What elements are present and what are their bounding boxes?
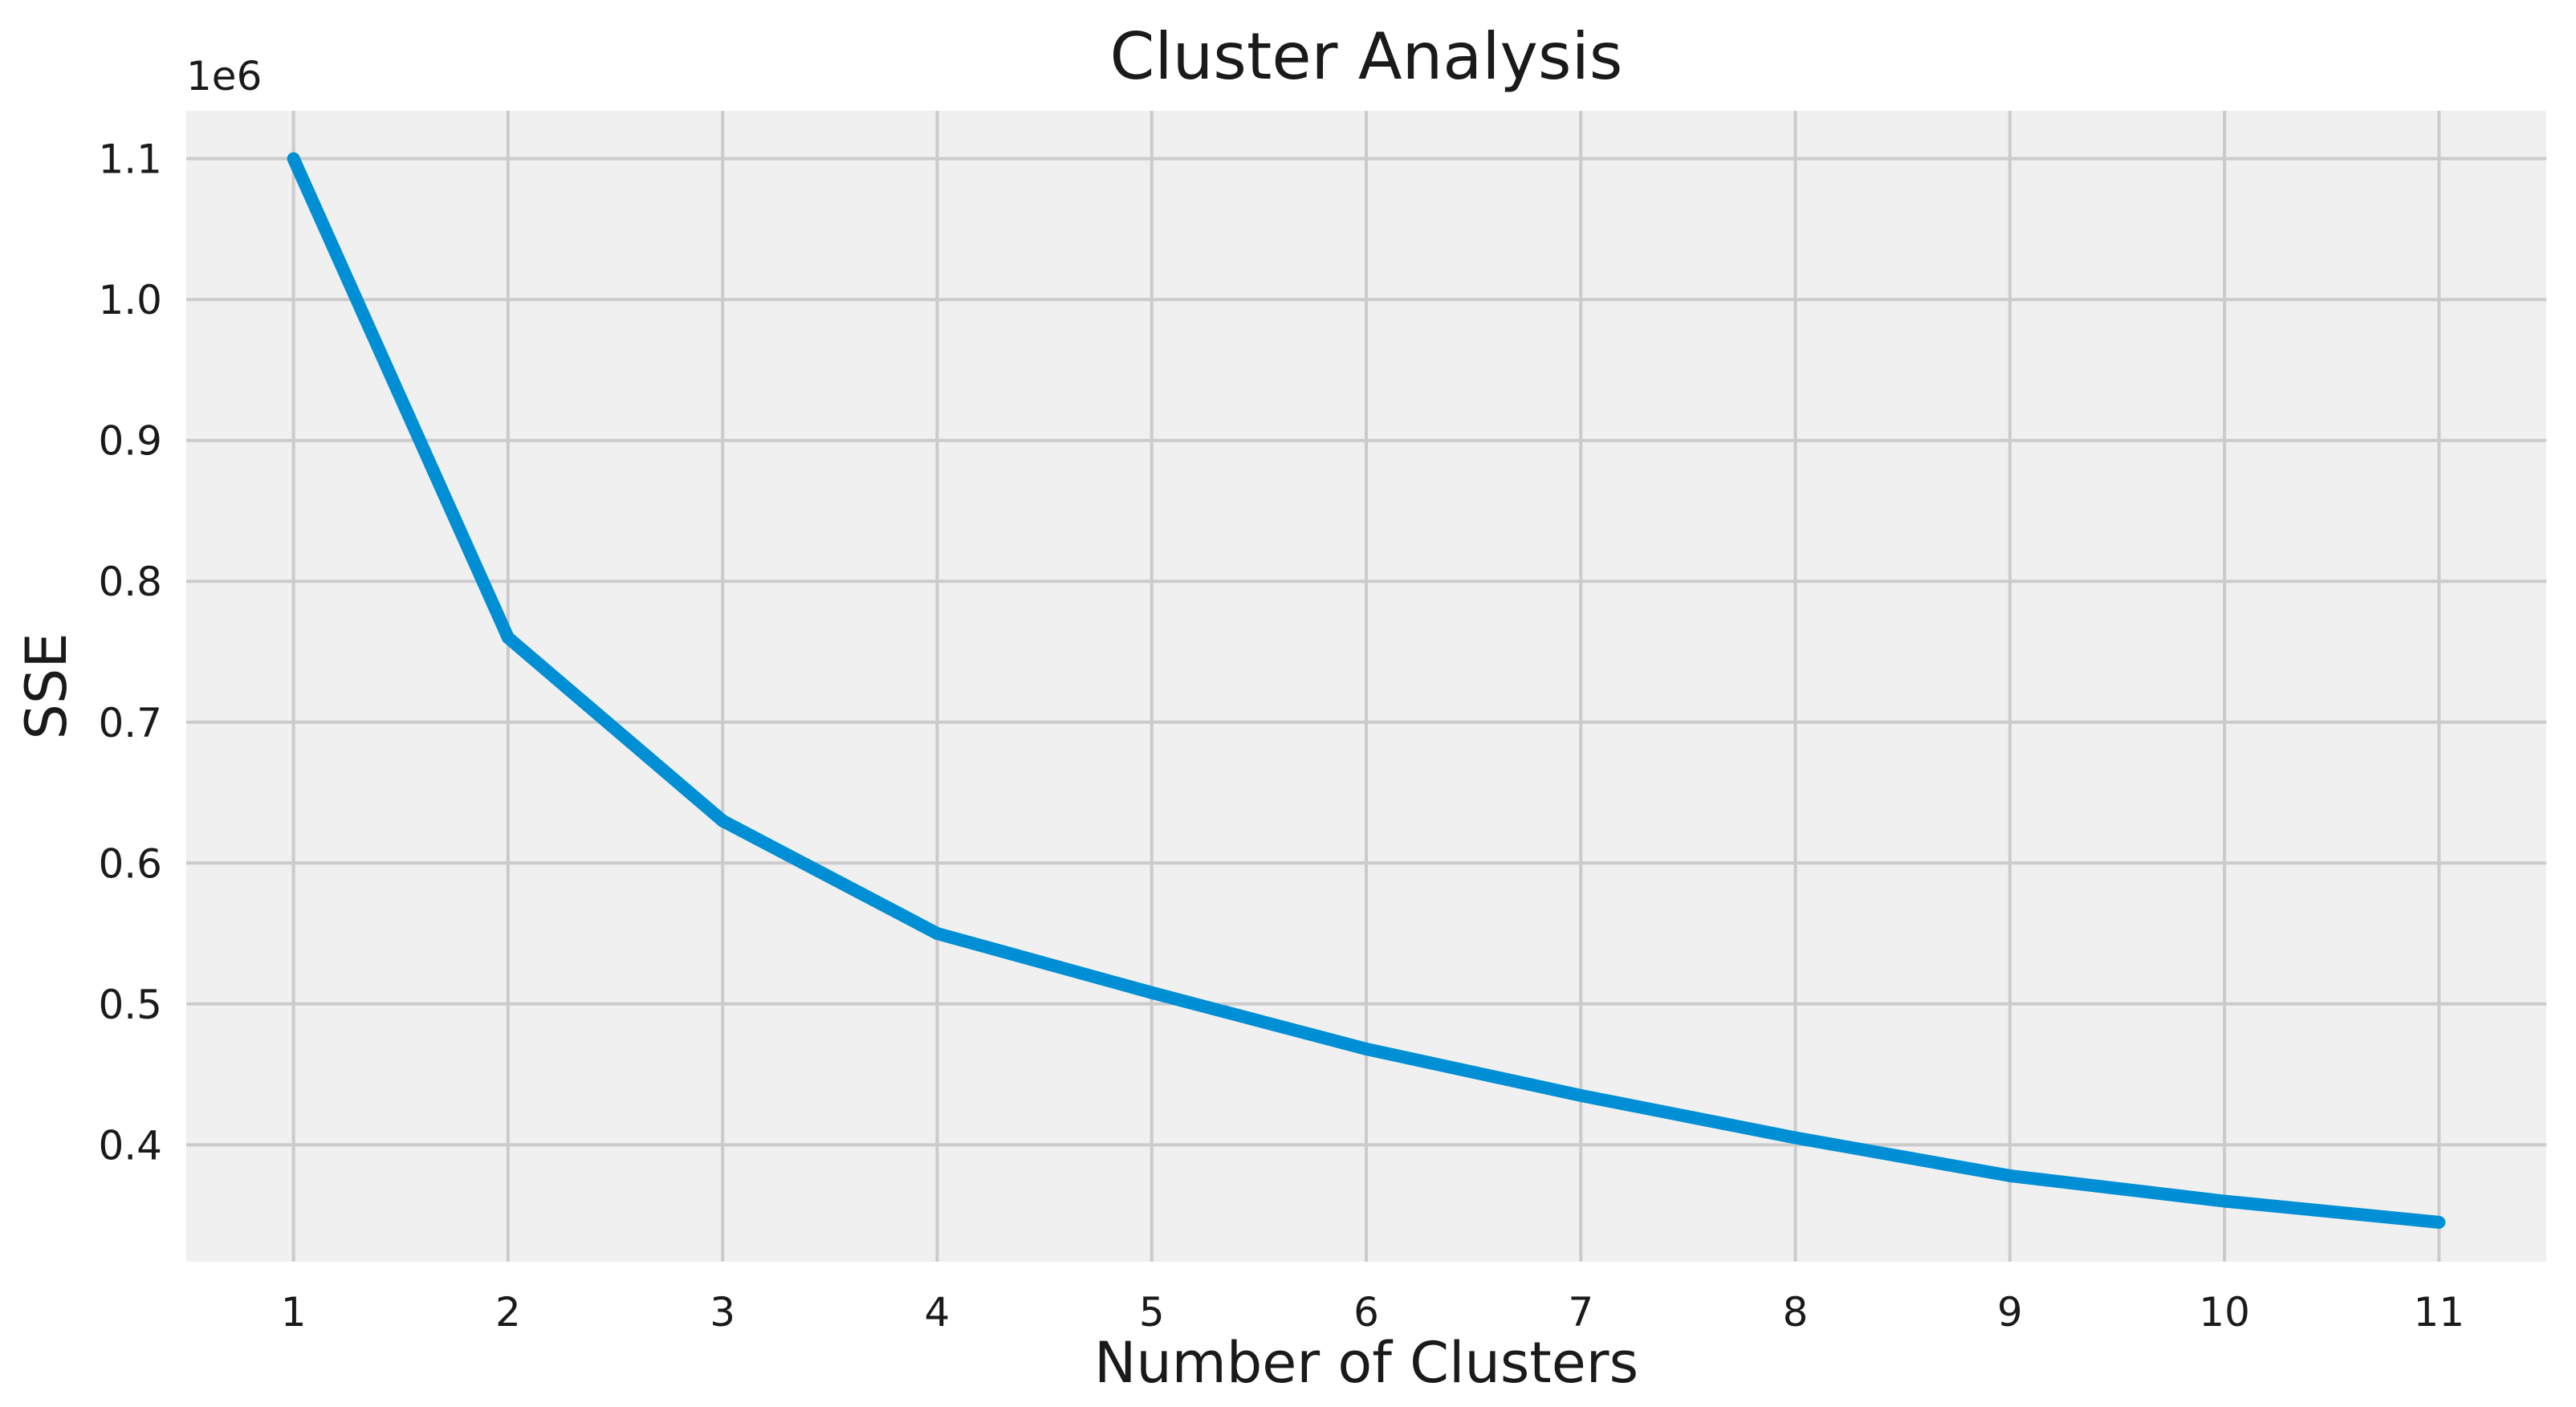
- y-tick-label-0.5: 0.5: [98, 982, 162, 1028]
- x-tick-label-4: 4: [925, 1289, 950, 1336]
- x-tick-label-6: 6: [1353, 1289, 1379, 1336]
- data-point-8: [1789, 1131, 1802, 1145]
- y-axis-offset-label: 1e6: [186, 53, 262, 100]
- data-point-7: [1574, 1088, 1588, 1102]
- x-tick-label-3: 3: [710, 1289, 735, 1336]
- x-tick-label-10: 10: [2199, 1289, 2250, 1336]
- x-tick-label-5: 5: [1139, 1289, 1165, 1336]
- y-tick-labels: 0.4 0.5 0.6 0.7 0.8 0.9 1.0 1.1: [98, 136, 162, 1169]
- y-tick-label-0.7: 0.7: [98, 700, 162, 746]
- y-tick-label-1.1: 1.1: [98, 136, 162, 183]
- y-tick-label-0.4: 0.4: [98, 1122, 162, 1169]
- data-point-2: [501, 631, 515, 645]
- series-group: [287, 152, 2446, 1229]
- x-tick-label-2: 2: [495, 1289, 521, 1336]
- data-point-11: [2432, 1215, 2446, 1229]
- y-tick-label-0.6: 0.6: [98, 840, 162, 887]
- chart-title: Cluster Analysis: [1110, 19, 1623, 94]
- y-tick-label-0.8: 0.8: [98, 559, 162, 605]
- data-point-3: [716, 814, 730, 828]
- x-tick-label-8: 8: [1783, 1289, 1809, 1336]
- data-point-9: [2003, 1169, 2016, 1182]
- data-point-10: [2218, 1194, 2232, 1208]
- data-point-4: [930, 927, 944, 941]
- data-point-5: [1145, 986, 1158, 999]
- x-tick-label-1: 1: [281, 1289, 307, 1336]
- data-point-1: [287, 152, 300, 165]
- x-axis-label: Number of Clusters: [1094, 1330, 1638, 1396]
- grid: [186, 111, 2546, 1262]
- y-axis-label: SSE: [14, 632, 79, 739]
- x-tick-labels: 1 2 3 4 5 6 7 8 9 10 11: [281, 1289, 2464, 1336]
- x-tick-label-11: 11: [2414, 1289, 2465, 1336]
- x-tick-label-7: 7: [1568, 1289, 1593, 1336]
- x-tick-label-9: 9: [1997, 1289, 2023, 1336]
- y-tick-label-1.0: 1.0: [98, 277, 162, 323]
- y-tick-label-0.9: 0.9: [98, 418, 162, 465]
- data-point-6: [1360, 1042, 1373, 1055]
